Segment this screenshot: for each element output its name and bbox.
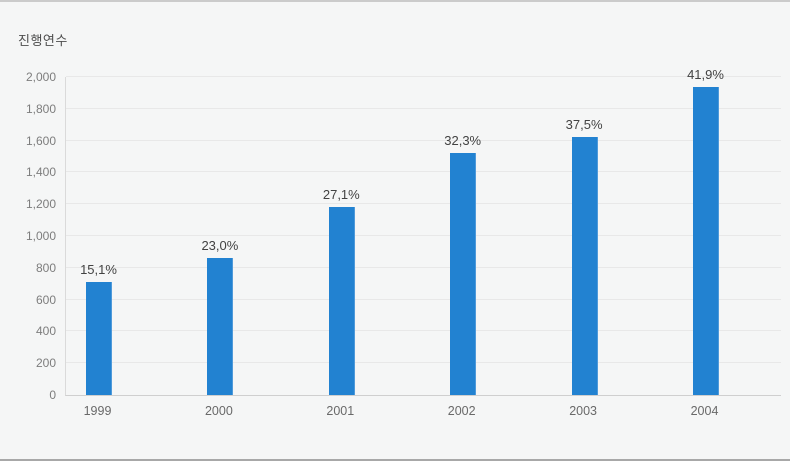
bar-2000[interactable]	[207, 258, 234, 395]
bar-value-label: 27,1%	[322, 187, 360, 203]
x-tick-label-1999: 1999	[83, 404, 112, 418]
bar-2002[interactable]	[450, 153, 477, 395]
bar-2004[interactable]	[693, 86, 719, 395]
gridline	[66, 266, 781, 268]
gridline	[66, 139, 781, 141]
gridline	[66, 203, 781, 205]
plot-area: 15,1% 23,0% 27,1% 32,3% 37,5% 41,9%	[65, 67, 781, 396]
y-tick-label: 600	[35, 292, 56, 307]
bar-value-label: 41,9%	[687, 66, 724, 82]
x-tick-label-2004: 2004	[690, 404, 719, 418]
bar-value-label: 32,3%	[444, 133, 482, 149]
y-tick-label: 1,000	[25, 229, 56, 243]
y-tick-label: 0	[49, 388, 56, 402]
bar-value-label: 37,5%	[565, 117, 603, 133]
x-tick-label-2000: 2000	[204, 404, 233, 418]
y-tick-label: 1,600	[25, 133, 56, 148]
gridline	[66, 76, 781, 77]
y-tick-label: 1,200	[25, 197, 56, 212]
y-tick-label: 1,400	[25, 165, 56, 180]
y-tick-label: 1,800	[25, 101, 56, 116]
gridline	[66, 171, 781, 173]
bar-value-label: 23,0%	[201, 238, 239, 254]
x-tick-label-2002: 2002	[447, 404, 476, 418]
x-tick-label-2003: 2003	[569, 404, 597, 418]
y-axis-title: 진행연수	[18, 33, 68, 48]
gridline	[66, 298, 781, 300]
bar-1999[interactable]	[86, 282, 112, 395]
bar-value-label: 15,1%	[80, 262, 117, 278]
y-tick-label: 800	[35, 260, 56, 275]
bar-2003[interactable]	[571, 137, 598, 395]
x-tick-label-2001: 2001	[326, 404, 355, 418]
gridline	[66, 330, 781, 332]
y-tick-label: 400	[35, 324, 56, 339]
gridline	[66, 107, 781, 109]
gridline	[66, 235, 781, 236]
y-tick-label: 2,000	[25, 70, 56, 84]
y-tick-label: 200	[35, 356, 56, 371]
bar-2001[interactable]	[328, 207, 355, 395]
gridline	[66, 362, 781, 364]
